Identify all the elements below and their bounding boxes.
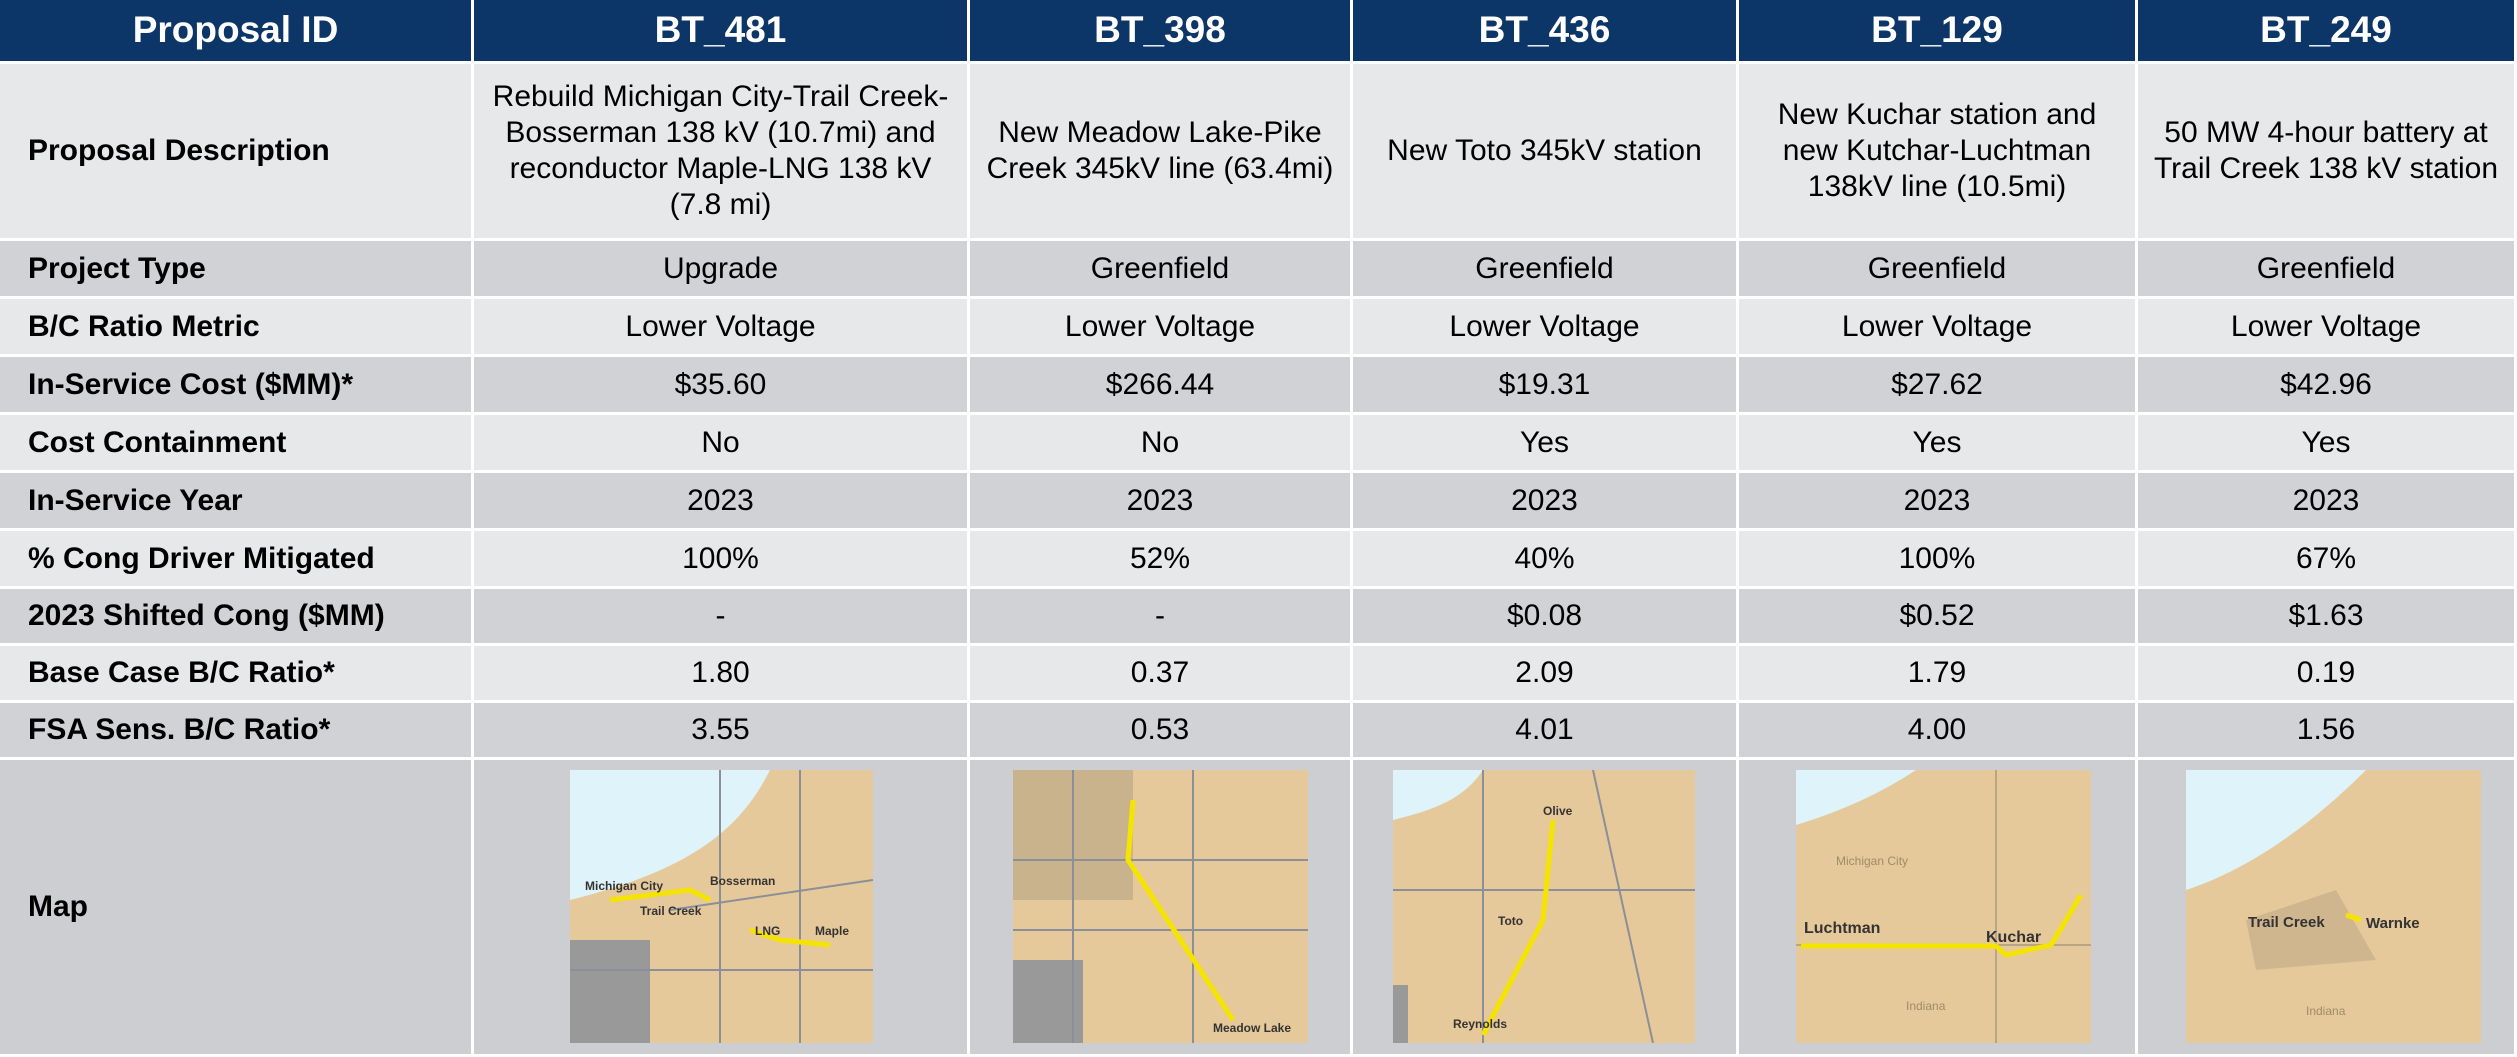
table-cell: 1.79	[1739, 646, 2135, 700]
map-label: Michigan City	[1836, 854, 1908, 868]
table-cell: Lower Voltage	[474, 299, 967, 354]
row-label: 2023 Shifted Cong ($MM)	[0, 589, 471, 643]
table-cell: $19.31	[1353, 357, 1736, 412]
table-cell: New Toto 345kV station	[1353, 64, 1736, 238]
map-label: Luchtman	[1804, 920, 1880, 937]
row-label: Proposal Description	[0, 64, 471, 238]
row-label: B/C Ratio Metric	[0, 299, 471, 354]
map-label: Trail Creek	[2248, 914, 2325, 931]
map-image: Olive Toto Reynolds	[1393, 770, 1695, 1043]
header-cell: BT_249	[2138, 0, 2514, 61]
map-image: Trail Creek Warnke Indiana	[2186, 770, 2481, 1043]
table-cell: Greenfield	[2138, 241, 2514, 296]
map-label: Reynolds	[1453, 1017, 1507, 1031]
table-cell: Greenfield	[1739, 241, 2135, 296]
table-cell: 1.56	[2138, 703, 2514, 757]
table-cell: New Meadow Lake-Pike Creek 345kV line (6…	[970, 64, 1350, 238]
row-label: Base Case B/C Ratio*	[0, 646, 471, 700]
map-label: Indiana	[2306, 1004, 2346, 1018]
table-cell: Rebuild Michigan City-Trail Creek-Bosser…	[474, 64, 967, 238]
table-cell: 40%	[1353, 531, 1736, 586]
header-cell: BT_129	[1739, 0, 2135, 61]
row-label: Project Type	[0, 241, 471, 296]
table-cell: No	[970, 415, 1350, 470]
map-label: Olive	[1543, 804, 1573, 818]
table-cell: 67%	[2138, 531, 2514, 586]
table-cell: 4.01	[1353, 703, 1736, 757]
row-label: Map	[0, 760, 471, 1054]
map-image: Luchtman Kuchar Michigan City Indiana	[1796, 770, 2091, 1043]
map-label: Meadow Lake	[1213, 1021, 1291, 1035]
row-label: FSA Sens. B/C Ratio*	[0, 703, 471, 757]
table-cell: $0.52	[1739, 589, 2135, 643]
table-cell: $266.44	[970, 357, 1350, 412]
table-cell: Greenfield	[1353, 241, 1736, 296]
table-cell: 50 MW 4-hour battery at Trail Creek 138 …	[2138, 64, 2514, 238]
table-cell: Yes	[2138, 415, 2514, 470]
table-cell: Greenfield	[970, 241, 1350, 296]
map-label: LNG	[755, 924, 780, 938]
table-cell: Upgrade	[474, 241, 967, 296]
row-label: Cost Containment	[0, 415, 471, 470]
map-image: Michigan City Bosserman Trail Creek LNG …	[570, 770, 873, 1043]
table-cell: 2.09	[1353, 646, 1736, 700]
table-cell: 2023	[1739, 473, 2135, 528]
table-cell: Lower Voltage	[1353, 299, 1736, 354]
table-cell: $0.08	[1353, 589, 1736, 643]
map-label: Kuchar	[1986, 929, 2041, 946]
table-cell: 2023	[1353, 473, 1736, 528]
table-cell: 2023	[2138, 473, 2514, 528]
table-cell: 2023	[474, 473, 967, 528]
map-label: Maple	[815, 924, 849, 938]
table-cell: Lower Voltage	[970, 299, 1350, 354]
table-cell: No	[474, 415, 967, 470]
map-label: Warnke	[2366, 915, 2420, 932]
map-label: Indiana	[1906, 999, 1946, 1013]
table-cell: $35.60	[474, 357, 967, 412]
table-cell: Lower Voltage	[2138, 299, 2514, 354]
row-label: In-Service Cost ($MM)*	[0, 357, 471, 412]
proposal-table: Map 1.564.004.010.533.55FSA Sens. B/C Rat…	[0, 0, 2517, 1057]
row-label: % Cong Driver Mitigated	[0, 531, 471, 586]
row-label: In-Service Year	[0, 473, 471, 528]
table-cell: $42.96	[2138, 357, 2514, 412]
table-cell: 0.19	[2138, 646, 2514, 700]
header-cell: BT_481	[474, 0, 967, 61]
table-cell: Yes	[1353, 415, 1736, 470]
map-label: Trail Creek	[640, 904, 702, 918]
table-cell: 100%	[474, 531, 967, 586]
table-cell: 0.53	[970, 703, 1350, 757]
header-cell: BT_436	[1353, 0, 1736, 61]
table-cell: Lower Voltage	[1739, 299, 2135, 354]
header-cell: Proposal ID	[0, 0, 471, 61]
table-cell: 100%	[1739, 531, 2135, 586]
map-label: Bosserman	[710, 874, 775, 888]
table-cell: 3.55	[474, 703, 967, 757]
map-label: Toto	[1498, 914, 1523, 928]
header-cell: BT_398	[970, 0, 1350, 61]
table-cell: Yes	[1739, 415, 2135, 470]
table-cell: 52%	[970, 531, 1350, 586]
table-cell: 4.00	[1739, 703, 2135, 757]
table-cell: -	[474, 589, 967, 643]
table-cell: $27.62	[1739, 357, 2135, 412]
table-cell: 0.37	[970, 646, 1350, 700]
table-cell: 2023	[970, 473, 1350, 528]
table-cell: -	[970, 589, 1350, 643]
table-cell: New Kuchar station and new Kutchar-Lucht…	[1739, 64, 2135, 238]
map-image: Meadow Lake	[1013, 770, 1308, 1043]
table-cell: 1.80	[474, 646, 967, 700]
map-label: Michigan City	[585, 879, 663, 893]
table-cell: $1.63	[2138, 589, 2514, 643]
